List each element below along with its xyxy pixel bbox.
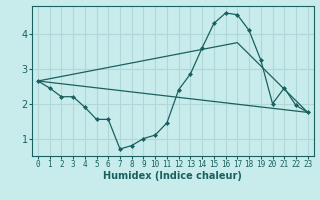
X-axis label: Humidex (Indice chaleur): Humidex (Indice chaleur): [103, 171, 242, 181]
